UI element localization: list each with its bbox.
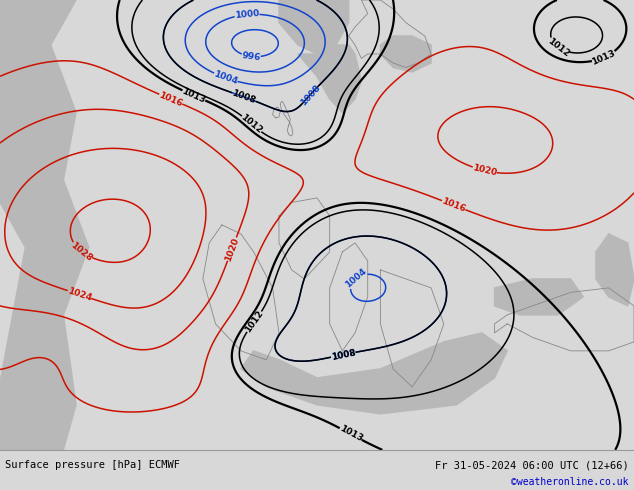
Text: 1024: 1024 xyxy=(66,286,93,303)
Text: 1012: 1012 xyxy=(239,113,264,135)
Polygon shape xyxy=(241,333,507,414)
Polygon shape xyxy=(495,279,583,315)
Text: 1013: 1013 xyxy=(338,424,364,444)
Text: 1008: 1008 xyxy=(330,348,356,362)
Text: 1020: 1020 xyxy=(472,163,498,178)
Text: ©weatheronline.co.uk: ©weatheronline.co.uk xyxy=(512,477,629,487)
Text: 1012: 1012 xyxy=(243,309,265,335)
Text: 1013: 1013 xyxy=(591,49,617,67)
Text: 1004: 1004 xyxy=(344,267,368,290)
Text: 1020: 1020 xyxy=(223,236,240,262)
Polygon shape xyxy=(279,0,349,54)
Text: 1016: 1016 xyxy=(158,90,184,108)
Text: 1008: 1008 xyxy=(299,82,322,107)
Text: 996: 996 xyxy=(241,51,261,62)
Polygon shape xyxy=(380,36,431,72)
Text: 1004: 1004 xyxy=(212,70,239,86)
Text: 1016: 1016 xyxy=(441,196,467,214)
Text: 1028: 1028 xyxy=(69,240,94,263)
Text: 1000: 1000 xyxy=(235,9,260,20)
Polygon shape xyxy=(596,234,634,306)
Text: 1008: 1008 xyxy=(330,348,356,362)
Text: 1008: 1008 xyxy=(231,89,257,105)
Text: 1013: 1013 xyxy=(181,86,207,105)
Text: Fr 31-05-2024 06:00 UTC (12+66): Fr 31-05-2024 06:00 UTC (12+66) xyxy=(435,460,629,470)
Polygon shape xyxy=(298,45,361,113)
Polygon shape xyxy=(0,0,89,450)
Text: 1012: 1012 xyxy=(546,36,571,58)
Text: Surface pressure [hPa] ECMWF: Surface pressure [hPa] ECMWF xyxy=(5,460,180,470)
